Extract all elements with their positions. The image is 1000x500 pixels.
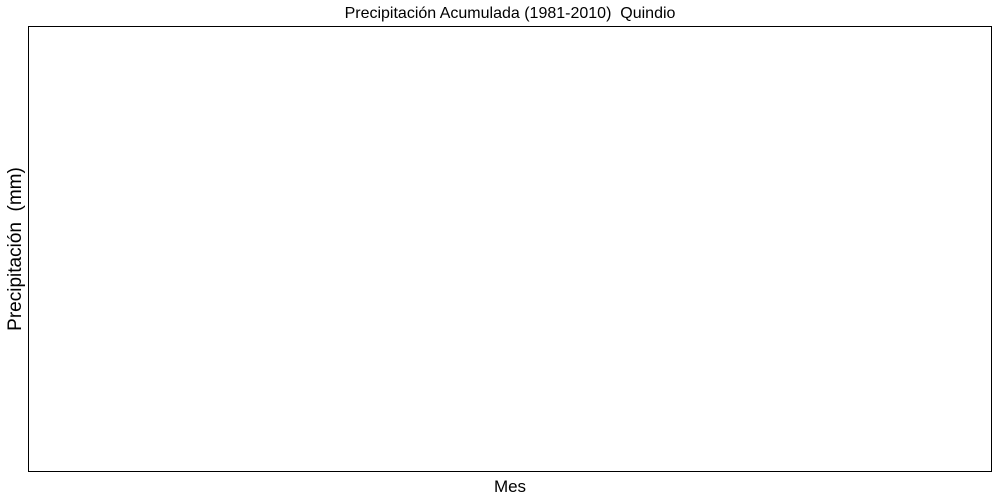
y-axis-label: Precipitación (mm) bbox=[5, 167, 26, 331]
plot-svg bbox=[29, 27, 991, 471]
plot-area bbox=[28, 26, 992, 472]
x-axis-label: Mes bbox=[493, 477, 527, 496]
chart-title: Precipitación Acumulada (1981-2010) Quin… bbox=[344, 5, 676, 22]
